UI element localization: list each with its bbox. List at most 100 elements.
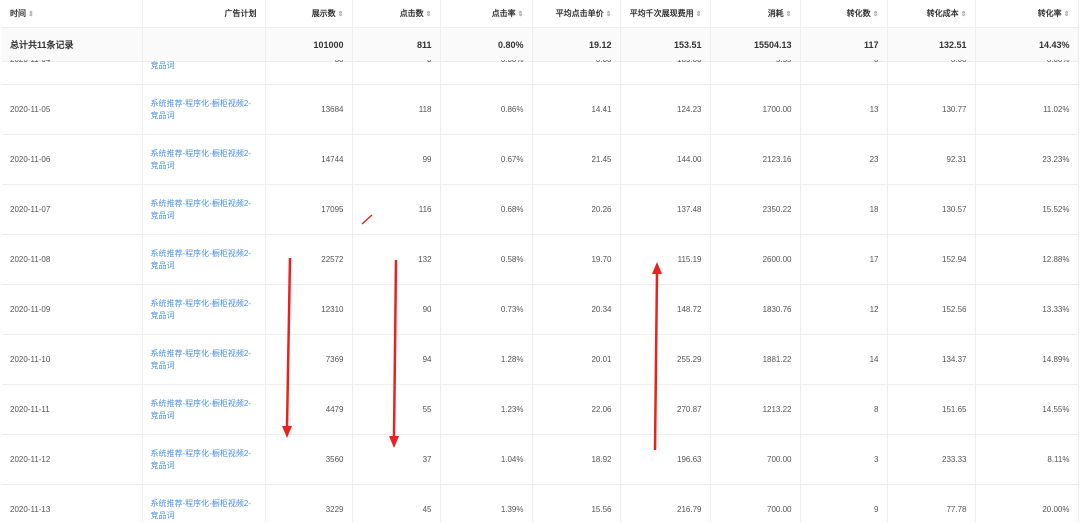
ad-plan-link[interactable]: 系统推荐-程序化-橱柜视频2-竞品词	[142, 234, 266, 285]
table-cell: 137.48	[620, 184, 711, 235]
table-cell: 23	[800, 134, 888, 185]
table-cell: 3229	[265, 484, 353, 523]
table-cell: 0.86%	[440, 84, 533, 135]
table-cell: 2020-11-07	[2, 184, 143, 235]
table-cell: 2020-11-08	[2, 234, 143, 285]
sort-icon[interactable]: ⇕	[1061, 11, 1070, 18]
table-cell: 1830.76	[710, 284, 801, 335]
table-cell: 9	[800, 484, 888, 523]
summary-cell	[142, 27, 266, 62]
column-header[interactable]: 时间 ⇕	[2, 0, 143, 28]
column-header[interactable]: 转化率 ⇕	[975, 0, 1079, 28]
table-cell: 8	[800, 384, 888, 435]
table-cell: 37	[352, 434, 441, 485]
table-cell: 2020-11-11	[2, 384, 143, 435]
cursor-icon	[361, 214, 373, 225]
table-cell: 55	[352, 384, 441, 435]
ad-plan-link[interactable]: 系统推荐-程序化-橱柜视频2-竞品词	[142, 84, 266, 135]
sort-icon[interactable]: ⇕	[515, 11, 524, 18]
summary-cell: 101000	[265, 27, 353, 62]
table-row: 2020-11-09 系统推荐-程序化-橱柜视频2-竞品词 12310 90 0.73%…	[2, 284, 1079, 335]
table-cell: 115.19	[620, 234, 711, 285]
sort-icon[interactable]: ⇕	[335, 11, 344, 18]
table-cell: 0.00	[887, 60, 976, 85]
table-cell: 0.73%	[440, 284, 533, 335]
ad-plan-link[interactable]: 系统推荐-程序化-橱柜视频2-竞品词	[142, 184, 266, 235]
table-row: 2020-11-10 系统推荐-程序化-橱柜视频2-竞品词 7369 94 1.28% 2…	[2, 334, 1079, 385]
table-cell: 0.00	[532, 60, 621, 85]
table-cell: 14	[800, 334, 888, 385]
table-cell: 15.52%	[975, 184, 1079, 235]
table-cell: 19.70	[532, 234, 621, 285]
table-cell: 22572	[265, 234, 353, 285]
column-header[interactable]: 点击数 ⇕	[352, 0, 441, 28]
table-cell: 20.26	[532, 184, 621, 235]
table-cell: 1881.22	[710, 334, 801, 385]
table-cell: 2020-11-09	[2, 284, 143, 335]
table-cell: 1213.22	[710, 384, 801, 435]
table-cell: 13	[800, 84, 888, 135]
table-cell: 2020-11-13	[2, 484, 143, 523]
table-cell: 700.00	[710, 434, 801, 485]
column-header[interactable]: 转化成本 ⇕	[887, 0, 976, 28]
sort-icon[interactable]: ⇕	[783, 11, 792, 18]
table-cell: 2020-11-05	[2, 84, 143, 135]
table-cell: 0.58%	[440, 234, 533, 285]
table-body[interactable]: 2020-11-04系统推荐-程序化-橱柜视频2-竞品词3000.00%0.00…	[0, 60, 1080, 523]
column-header[interactable]: 广告计划	[142, 0, 266, 28]
table-cell: 5.55	[710, 60, 801, 85]
column-header[interactable]: 点击率 ⇕	[440, 0, 533, 28]
ad-plan-link[interactable]: 系统推荐-程序化-橱柜视频2-竞品词	[142, 334, 266, 385]
column-header[interactable]: 平均点击单价 ⇕	[532, 0, 621, 28]
summary-cell: 0.80%	[440, 27, 533, 62]
table-cell: 13.33%	[975, 284, 1079, 335]
table-cell: 130.57	[887, 184, 976, 235]
ad-plan-link[interactable]: 系统推荐-程序化-橱柜视频2-竞品词	[142, 484, 266, 523]
table-cell: 17	[800, 234, 888, 285]
table-cell: 1.04%	[440, 434, 533, 485]
sort-icon[interactable]: ⇕	[870, 11, 879, 18]
table-cell: 1.39%	[440, 484, 533, 523]
table-cell: 99	[352, 134, 441, 185]
table-cell: 18	[800, 184, 888, 235]
ad-plan-link[interactable]: 系统推荐-程序化-橱柜视频2-竞品词	[142, 60, 266, 85]
column-header[interactable]: 消耗 ⇕	[710, 0, 801, 28]
sort-icon[interactable]: ⇕	[693, 11, 702, 18]
sort-icon[interactable]: ⇕	[958, 11, 967, 18]
table-cell: 20.01	[532, 334, 621, 385]
table-cell: 270.87	[620, 384, 711, 435]
table-cell: 12	[800, 284, 888, 335]
summary-cell: 117	[800, 27, 888, 62]
column-header[interactable]: 转化数 ⇕	[800, 0, 888, 28]
table-row: 2020-11-11 系统推荐-程序化-橱柜视频2-竞品词 4479 55 1.23% 2…	[2, 384, 1079, 435]
summary-cell: 153.51	[620, 27, 711, 62]
table-cell: 0.67%	[440, 134, 533, 185]
table-cell: 1.23%	[440, 384, 533, 435]
table-cell: 216.79	[620, 484, 711, 523]
table-cell: 21.45	[532, 134, 621, 185]
table-cell: 148.72	[620, 284, 711, 335]
sort-icon[interactable]: ⇕	[603, 11, 612, 18]
table-cell: 151.65	[887, 384, 976, 435]
column-header[interactable]: 展示数 ⇕	[265, 0, 353, 28]
summary-cell: 132.51	[887, 27, 976, 62]
ad-plan-link[interactable]: 系统推荐-程序化-橱柜视频2-竞品词	[142, 434, 266, 485]
summary-cell: 15504.13	[710, 27, 801, 62]
table-cell: 196.63	[620, 434, 711, 485]
table-row: 2020-11-12 系统推荐-程序化-橱柜视频2-竞品词 3560 37 1.04% 1…	[2, 434, 1079, 485]
ad-plan-link[interactable]: 系统推荐-程序化-橱柜视频2-竞品词	[142, 384, 266, 435]
sort-icon[interactable]: ⇕	[26, 11, 34, 18]
table-cell: 14744	[265, 134, 353, 185]
table-cell: 8.11%	[975, 434, 1079, 485]
ad-plan-link[interactable]: 系统推荐-程序化-橱柜视频2-竞品词	[142, 134, 266, 185]
table-cell: 1700.00	[710, 84, 801, 135]
table-row: 2020-11-07 系统推荐-程序化-橱柜视频2-竞品词 17095 116 0.68…	[2, 184, 1079, 235]
table-cell: 0	[800, 60, 888, 85]
table-cell: 7369	[265, 334, 353, 385]
data-table-header: 时间 ⇕ 广告计划 展示数 ⇕ 点击数 ⇕ 点击率 ⇕ 平均点击单价 ⇕ 平均千次展现费用 …	[2, 0, 1079, 62]
sort-icon[interactable]: ⇕	[423, 11, 432, 18]
column-header[interactable]: 平均千次展现费用 ⇕	[620, 0, 711, 28]
ad-plan-link[interactable]: 系统推荐-程序化-橱柜视频2-竞品词	[142, 284, 266, 335]
red-arrow-down-icon	[389, 259, 399, 448]
